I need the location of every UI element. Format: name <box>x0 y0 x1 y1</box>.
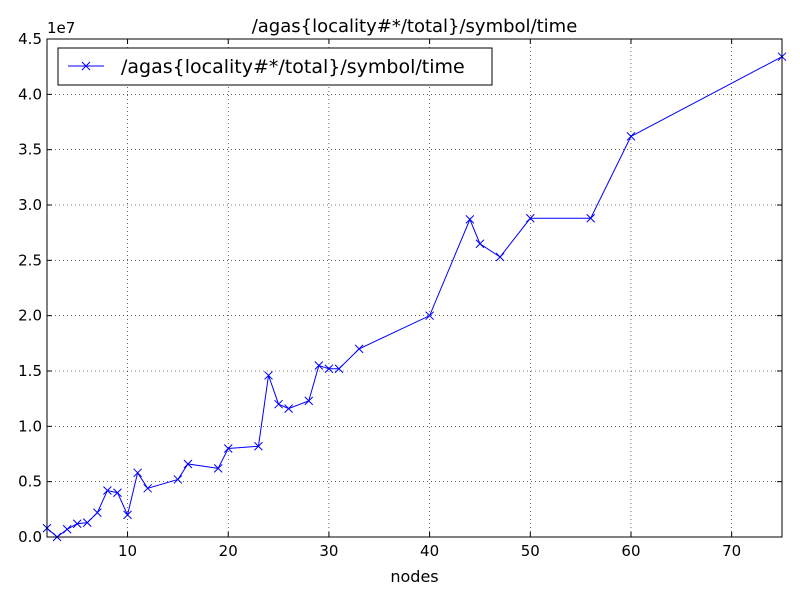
y-tick-label: 1.5 <box>18 362 42 380</box>
y-axis-offset-label: 1e7 <box>47 19 75 37</box>
x-tick-label: 70 <box>722 542 741 560</box>
data-point-marker <box>626 132 636 141</box>
x-tick-label: 20 <box>219 542 238 560</box>
series-line <box>46 56 783 538</box>
data-point-marker <box>475 239 485 249</box>
data-point-marker <box>92 508 102 518</box>
data-point-marker <box>82 518 92 527</box>
data-point-marker <box>425 311 434 321</box>
legend-marker-x <box>81 61 91 71</box>
data-point-marker <box>223 444 233 453</box>
y-tick-label: 0.5 <box>18 473 42 491</box>
data-point-marker <box>274 399 283 409</box>
y-tick-label: 4.5 <box>18 30 42 48</box>
data-point-marker <box>525 213 535 223</box>
data-point-marker <box>113 488 122 498</box>
ticks: 10 20 30 40 50 60 70 0.0 0.5 1.0 1.5 2.0 2.5 3.0 3.5 4.… <box>18 30 782 560</box>
data-point-marker <box>62 524 72 534</box>
y-tick-label: 2.0 <box>18 307 42 325</box>
plot-frame <box>46 38 783 538</box>
data-point-marker <box>324 364 334 374</box>
x-tick-label: 30 <box>319 542 338 560</box>
data-point-marker <box>304 396 314 406</box>
data-point-marker <box>354 344 364 354</box>
legend-box <box>57 47 493 86</box>
y-tick-label: 2.5 <box>18 251 42 269</box>
chart-title: /agas{locality#*/total}/symbol/time <box>252 16 578 37</box>
legend-marker-cross <box>81 61 91 71</box>
data-point-marker <box>586 213 596 223</box>
data-point-marker <box>334 364 344 374</box>
x-tick-label: 40 <box>420 542 439 560</box>
grid <box>47 39 782 537</box>
data-point-marker <box>213 464 223 473</box>
data-point-marker <box>133 468 142 478</box>
y-tick-label: 3.5 <box>18 141 42 159</box>
legend-entry-label: /agas{locality#*/total}/symbol/time <box>121 56 465 78</box>
data-point-marker <box>254 441 263 451</box>
data-point-marker <box>284 404 293 413</box>
y-tick-label: 1.0 <box>18 417 42 435</box>
x-tick-label: 60 <box>621 542 640 560</box>
data-point-marker <box>123 510 132 520</box>
data-point-marker <box>72 519 82 529</box>
data-point-marker <box>103 486 112 495</box>
y-tick-label: 3.0 <box>18 196 42 214</box>
data-point-marker <box>173 475 183 484</box>
x-axis-title: nodes <box>390 567 438 586</box>
x-tick-label: 50 <box>521 542 540 560</box>
y-tick-label: 0.0 <box>18 528 42 546</box>
data-point-marker <box>143 483 153 493</box>
data-point-marker <box>465 215 475 224</box>
data-point-marker <box>264 371 273 380</box>
data-point-marker <box>314 361 324 370</box>
x-tick-label: 10 <box>118 542 137 560</box>
y-tick-label: 4.0 <box>18 85 42 103</box>
data-point-marker <box>495 252 505 262</box>
legend: /agas{locality#*/total}/symbol/time <box>57 47 493 86</box>
data-point-marker <box>183 459 193 469</box>
series-layer <box>42 52 787 542</box>
